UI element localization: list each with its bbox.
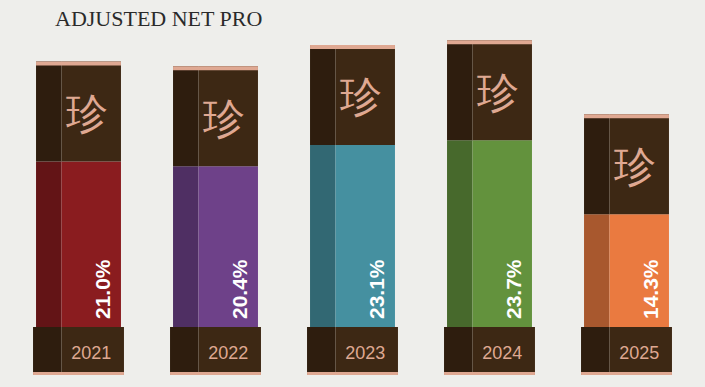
- svg-text:ADJUSTED NET PRO: ADJUSTED NET PRO: [55, 6, 262, 31]
- svg-text:珍: 珍: [66, 89, 108, 138]
- svg-text:珍: 珍: [477, 68, 519, 117]
- svg-text:2021: 2021: [71, 343, 111, 363]
- svg-text:23.1%: 23.1%: [365, 259, 388, 319]
- svg-text:2025: 2025: [619, 343, 659, 363]
- svg-text:珍: 珍: [203, 94, 245, 143]
- svg-text:21.0%: 21.0%: [91, 259, 114, 319]
- svg-text:珍: 珍: [614, 142, 656, 191]
- svg-text:2023: 2023: [345, 343, 385, 363]
- svg-text:珍: 珍: [340, 72, 382, 121]
- svg-text:14.3%: 14.3%: [639, 259, 662, 319]
- svg-text:2022: 2022: [208, 343, 248, 363]
- svg-text:2024: 2024: [482, 343, 522, 363]
- svg-text:23.7%: 23.7%: [502, 259, 525, 319]
- svg-text:20.4%: 20.4%: [228, 259, 251, 319]
